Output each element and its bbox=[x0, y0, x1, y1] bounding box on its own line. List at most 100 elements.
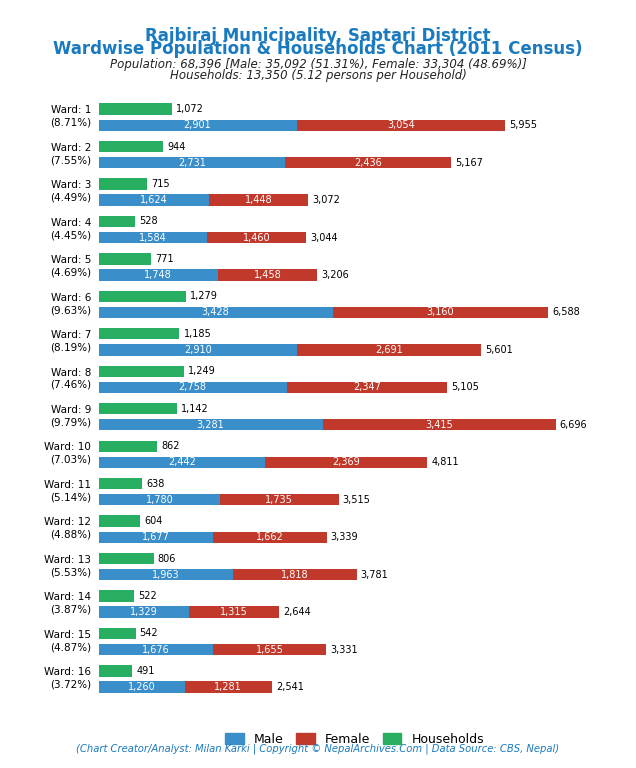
Text: 1,655: 1,655 bbox=[256, 644, 284, 654]
Text: 1,676: 1,676 bbox=[142, 644, 170, 654]
Bar bbox=[99, 553, 154, 564]
Text: 1,460: 1,460 bbox=[243, 233, 270, 243]
Text: 862: 862 bbox=[162, 441, 180, 451]
Bar bbox=[296, 120, 505, 131]
Text: 1,072: 1,072 bbox=[176, 104, 204, 114]
Text: Wardwise Population & Households Chart (2011 Census): Wardwise Population & Households Chart (… bbox=[53, 40, 583, 58]
Text: 5,601: 5,601 bbox=[485, 345, 513, 355]
Bar bbox=[99, 120, 296, 131]
Text: 1,677: 1,677 bbox=[142, 532, 170, 542]
Text: 1,818: 1,818 bbox=[281, 570, 308, 580]
Bar bbox=[99, 344, 297, 356]
Bar bbox=[265, 457, 427, 468]
Text: 604: 604 bbox=[144, 516, 162, 526]
Bar bbox=[233, 569, 357, 581]
Bar bbox=[99, 515, 140, 527]
Text: 2,369: 2,369 bbox=[332, 457, 360, 467]
Bar bbox=[99, 681, 184, 693]
Text: 3,781: 3,781 bbox=[361, 570, 389, 580]
Bar bbox=[99, 531, 213, 543]
Text: 3,054: 3,054 bbox=[387, 121, 415, 131]
Text: 5,105: 5,105 bbox=[451, 382, 479, 392]
Bar bbox=[99, 441, 158, 452]
Text: 1,329: 1,329 bbox=[130, 607, 158, 617]
Bar bbox=[99, 104, 172, 114]
Bar bbox=[99, 644, 213, 655]
Bar bbox=[285, 157, 452, 168]
Bar bbox=[213, 531, 326, 543]
Bar bbox=[209, 194, 308, 206]
Text: 2,644: 2,644 bbox=[283, 607, 311, 617]
Text: 1,142: 1,142 bbox=[181, 404, 209, 414]
Bar bbox=[99, 328, 179, 339]
Text: 6,696: 6,696 bbox=[560, 420, 588, 430]
Bar bbox=[99, 178, 148, 190]
Text: 944: 944 bbox=[167, 141, 186, 151]
Bar bbox=[99, 157, 285, 168]
Text: 6,588: 6,588 bbox=[553, 307, 580, 317]
Bar bbox=[99, 569, 233, 581]
Text: 3,331: 3,331 bbox=[330, 644, 357, 654]
Text: 542: 542 bbox=[140, 628, 158, 638]
Text: 1,249: 1,249 bbox=[188, 366, 216, 376]
Text: 1,748: 1,748 bbox=[144, 270, 172, 280]
Bar bbox=[297, 344, 481, 356]
Text: 1,735: 1,735 bbox=[265, 495, 293, 505]
Bar bbox=[99, 232, 207, 243]
Bar bbox=[99, 194, 209, 206]
Legend: Male, Female, Households: Male, Female, Households bbox=[220, 728, 489, 751]
Text: 1,279: 1,279 bbox=[190, 291, 218, 301]
Bar bbox=[99, 307, 333, 318]
Text: 771: 771 bbox=[155, 254, 174, 264]
Bar bbox=[213, 644, 326, 655]
Text: 1,281: 1,281 bbox=[214, 682, 242, 692]
Bar bbox=[190, 607, 279, 617]
Text: 2,541: 2,541 bbox=[276, 682, 304, 692]
Bar bbox=[322, 419, 556, 430]
Text: 2,436: 2,436 bbox=[354, 157, 382, 167]
Bar bbox=[99, 270, 218, 280]
Text: 1,584: 1,584 bbox=[139, 233, 167, 243]
Text: 1,624: 1,624 bbox=[140, 195, 168, 205]
Bar bbox=[99, 216, 135, 227]
Text: 2,758: 2,758 bbox=[179, 382, 207, 392]
Text: 3,339: 3,339 bbox=[331, 532, 358, 542]
Bar bbox=[207, 232, 307, 243]
Text: 3,428: 3,428 bbox=[202, 307, 230, 317]
Text: 5,955: 5,955 bbox=[509, 121, 537, 131]
Text: 1,662: 1,662 bbox=[256, 532, 284, 542]
Text: 3,044: 3,044 bbox=[310, 233, 338, 243]
Text: Households: 13,350 (5.12 persons per Household): Households: 13,350 (5.12 persons per Hou… bbox=[170, 69, 466, 82]
Text: 528: 528 bbox=[139, 217, 157, 227]
Bar bbox=[287, 382, 447, 393]
Text: 5,167: 5,167 bbox=[455, 157, 483, 167]
Text: 2,910: 2,910 bbox=[184, 345, 212, 355]
Text: 3,072: 3,072 bbox=[312, 195, 340, 205]
Bar bbox=[99, 591, 134, 601]
Text: 2,731: 2,731 bbox=[178, 157, 205, 167]
Bar bbox=[99, 494, 220, 505]
Text: 491: 491 bbox=[136, 666, 155, 676]
Text: 3,515: 3,515 bbox=[343, 495, 371, 505]
Bar bbox=[99, 419, 322, 430]
Text: 1,185: 1,185 bbox=[184, 329, 211, 339]
Bar bbox=[99, 607, 190, 617]
Text: 715: 715 bbox=[151, 179, 170, 189]
Text: 2,442: 2,442 bbox=[168, 457, 196, 467]
Text: 1,963: 1,963 bbox=[152, 570, 179, 580]
Text: 4,811: 4,811 bbox=[431, 457, 459, 467]
Bar bbox=[99, 253, 151, 264]
Bar bbox=[99, 403, 177, 415]
Text: 3,206: 3,206 bbox=[322, 270, 349, 280]
Text: 638: 638 bbox=[146, 478, 165, 488]
Text: (Chart Creator/Analyst: Milan Karki | Copyright © NepalArchives.Com | Data Sourc: (Chart Creator/Analyst: Milan Karki | Co… bbox=[76, 743, 560, 754]
Text: 1,315: 1,315 bbox=[220, 607, 248, 617]
Text: 3,160: 3,160 bbox=[427, 307, 454, 317]
Bar bbox=[99, 366, 184, 377]
Text: 1,780: 1,780 bbox=[146, 495, 173, 505]
Bar bbox=[99, 627, 135, 639]
Bar bbox=[218, 270, 317, 280]
Text: 3,281: 3,281 bbox=[197, 420, 225, 430]
Text: 1,448: 1,448 bbox=[245, 195, 273, 205]
Bar bbox=[99, 382, 287, 393]
